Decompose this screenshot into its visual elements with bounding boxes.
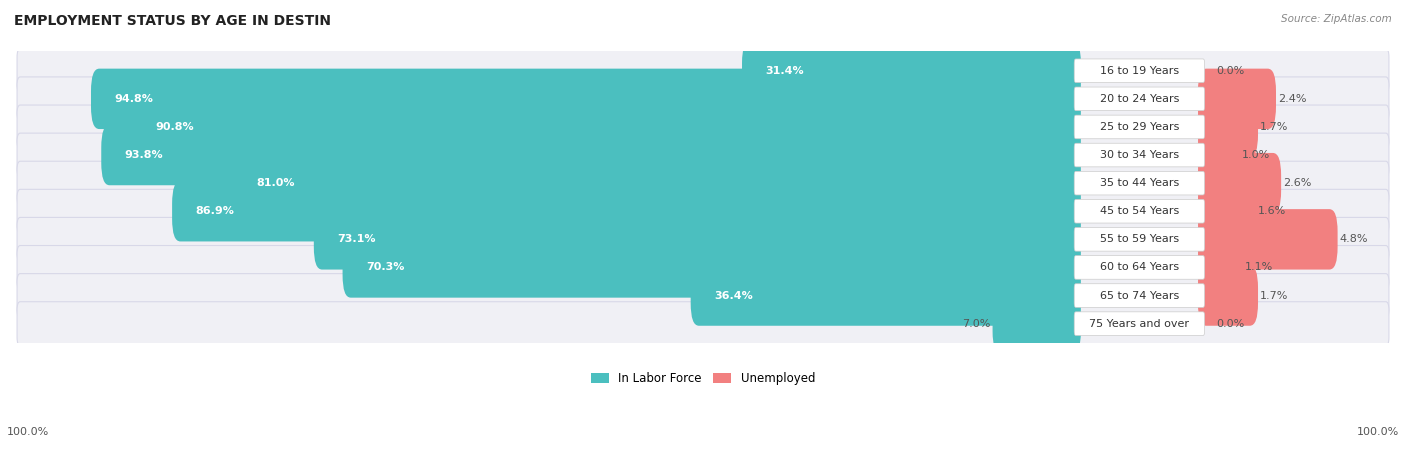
Text: 75 Years and over: 75 Years and over: [1090, 319, 1189, 329]
FancyBboxPatch shape: [17, 49, 1389, 92]
Text: 81.0%: 81.0%: [256, 178, 295, 188]
FancyBboxPatch shape: [101, 125, 1081, 185]
FancyBboxPatch shape: [172, 181, 1081, 241]
Text: 7.0%: 7.0%: [962, 319, 990, 329]
FancyBboxPatch shape: [1198, 125, 1240, 185]
Text: 100.0%: 100.0%: [7, 428, 49, 437]
Text: 20 to 24 Years: 20 to 24 Years: [1099, 94, 1180, 104]
FancyBboxPatch shape: [17, 189, 1389, 233]
Text: 2.4%: 2.4%: [1278, 94, 1306, 104]
Text: 0.0%: 0.0%: [1216, 66, 1244, 76]
Text: 25 to 29 Years: 25 to 29 Years: [1099, 122, 1180, 132]
FancyBboxPatch shape: [91, 69, 1081, 129]
FancyBboxPatch shape: [1074, 143, 1205, 167]
Text: 1.7%: 1.7%: [1260, 122, 1288, 132]
FancyBboxPatch shape: [993, 294, 1081, 354]
Text: 100.0%: 100.0%: [1357, 428, 1399, 437]
FancyBboxPatch shape: [1074, 199, 1205, 223]
FancyBboxPatch shape: [17, 77, 1389, 121]
FancyBboxPatch shape: [314, 209, 1081, 270]
FancyBboxPatch shape: [1198, 237, 1243, 298]
Text: 45 to 54 Years: 45 to 54 Years: [1099, 206, 1180, 216]
FancyBboxPatch shape: [1198, 209, 1337, 270]
Text: 60 to 64 Years: 60 to 64 Years: [1099, 262, 1180, 272]
FancyBboxPatch shape: [1074, 59, 1205, 83]
FancyBboxPatch shape: [1074, 256, 1205, 279]
Text: 94.8%: 94.8%: [115, 94, 153, 104]
Text: 65 to 74 Years: 65 to 74 Years: [1099, 290, 1180, 300]
FancyBboxPatch shape: [1074, 284, 1205, 307]
Text: 35 to 44 Years: 35 to 44 Years: [1099, 178, 1180, 188]
FancyBboxPatch shape: [17, 217, 1389, 261]
FancyBboxPatch shape: [1198, 265, 1258, 326]
FancyBboxPatch shape: [17, 302, 1389, 345]
Text: 1.7%: 1.7%: [1260, 290, 1288, 300]
FancyBboxPatch shape: [1074, 87, 1205, 110]
Text: 4.8%: 4.8%: [1340, 235, 1368, 244]
FancyBboxPatch shape: [1074, 115, 1205, 139]
Text: 1.1%: 1.1%: [1244, 262, 1272, 272]
FancyBboxPatch shape: [233, 153, 1081, 213]
FancyBboxPatch shape: [1198, 97, 1258, 157]
FancyBboxPatch shape: [17, 105, 1389, 149]
Text: 0.0%: 0.0%: [1216, 319, 1244, 329]
FancyBboxPatch shape: [1074, 228, 1205, 251]
Text: 55 to 59 Years: 55 to 59 Years: [1099, 235, 1180, 244]
FancyBboxPatch shape: [690, 265, 1081, 326]
Text: 1.6%: 1.6%: [1257, 206, 1285, 216]
FancyBboxPatch shape: [742, 41, 1081, 101]
Text: 16 to 19 Years: 16 to 19 Years: [1099, 66, 1180, 76]
FancyBboxPatch shape: [1198, 181, 1256, 241]
Text: 93.8%: 93.8%: [125, 150, 163, 160]
Text: 86.9%: 86.9%: [195, 206, 235, 216]
FancyBboxPatch shape: [17, 133, 1389, 177]
Text: 73.1%: 73.1%: [337, 235, 375, 244]
FancyBboxPatch shape: [1074, 312, 1205, 336]
FancyBboxPatch shape: [132, 97, 1081, 157]
Text: 90.8%: 90.8%: [156, 122, 194, 132]
FancyBboxPatch shape: [1074, 171, 1205, 195]
FancyBboxPatch shape: [1198, 153, 1281, 213]
FancyBboxPatch shape: [17, 161, 1389, 205]
Text: Source: ZipAtlas.com: Source: ZipAtlas.com: [1281, 14, 1392, 23]
FancyBboxPatch shape: [17, 245, 1389, 290]
Text: 30 to 34 Years: 30 to 34 Years: [1099, 150, 1180, 160]
Text: 2.6%: 2.6%: [1284, 178, 1312, 188]
FancyBboxPatch shape: [343, 237, 1081, 298]
Text: 70.3%: 70.3%: [366, 262, 405, 272]
Legend: In Labor Force, Unemployed: In Labor Force, Unemployed: [586, 368, 820, 390]
FancyBboxPatch shape: [1198, 69, 1277, 129]
FancyBboxPatch shape: [17, 274, 1389, 318]
Text: 36.4%: 36.4%: [714, 290, 754, 300]
Text: EMPLOYMENT STATUS BY AGE IN DESTIN: EMPLOYMENT STATUS BY AGE IN DESTIN: [14, 14, 330, 28]
Text: 1.0%: 1.0%: [1241, 150, 1271, 160]
Text: 31.4%: 31.4%: [766, 66, 804, 76]
